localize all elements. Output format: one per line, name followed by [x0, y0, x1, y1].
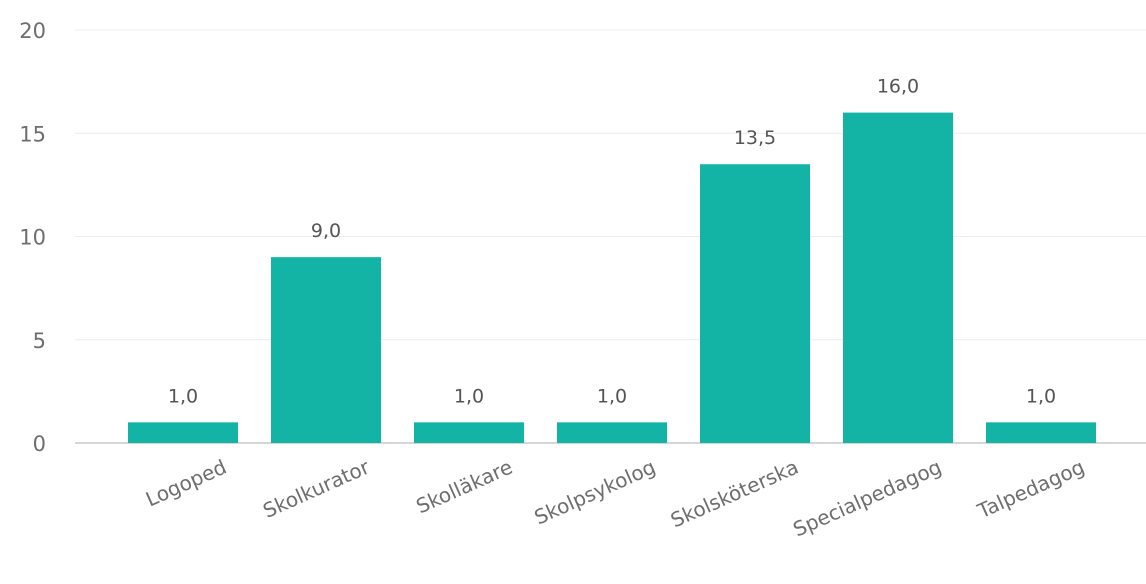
gridlines [75, 29, 1146, 444]
y-tick-label: 20 [19, 19, 46, 43]
bar[interactable] [271, 257, 381, 443]
data-label: 13,5 [734, 127, 776, 149]
data-label: 16,0 [877, 76, 919, 98]
x-tick-label: Skolkurator [259, 454, 373, 523]
data-label: 1,0 [168, 385, 198, 407]
data-label: 9,0 [311, 220, 341, 242]
x-tick-label: Skolläkare [412, 455, 516, 519]
bar[interactable] [414, 422, 524, 443]
data-label: 1,0 [454, 385, 484, 407]
bar[interactable] [843, 112, 953, 443]
y-axis-ticks: 0 5 10 15 20 [19, 19, 46, 456]
x-axis-labels: Logoped Skolkurator Skolläkare Skolpsykolog… [142, 454, 1088, 541]
x-tick-label: Specialpedagog [789, 455, 945, 542]
bar[interactable] [557, 422, 667, 443]
bars [128, 112, 1096, 443]
y-tick-label: 0 [33, 432, 46, 456]
y-tick-label: 10 [19, 226, 46, 250]
data-labels: 1,0 9,0 1,0 1,0 13,5 16,0 1,0 [168, 76, 1056, 408]
data-label: 1,0 [597, 385, 627, 407]
y-tick-label: 15 [19, 122, 46, 146]
x-tick-label: Skolpsykolog [531, 455, 659, 530]
y-tick-label: 5 [33, 329, 46, 353]
x-tick-label: Logoped [142, 455, 230, 512]
data-label: 1,0 [1026, 385, 1056, 407]
x-tick-label: Talpedagog [973, 455, 1088, 524]
bar[interactable] [986, 422, 1096, 443]
x-tick-label: Skolsköterska [667, 455, 802, 533]
bar[interactable] [128, 422, 238, 443]
bar[interactable] [700, 164, 810, 443]
